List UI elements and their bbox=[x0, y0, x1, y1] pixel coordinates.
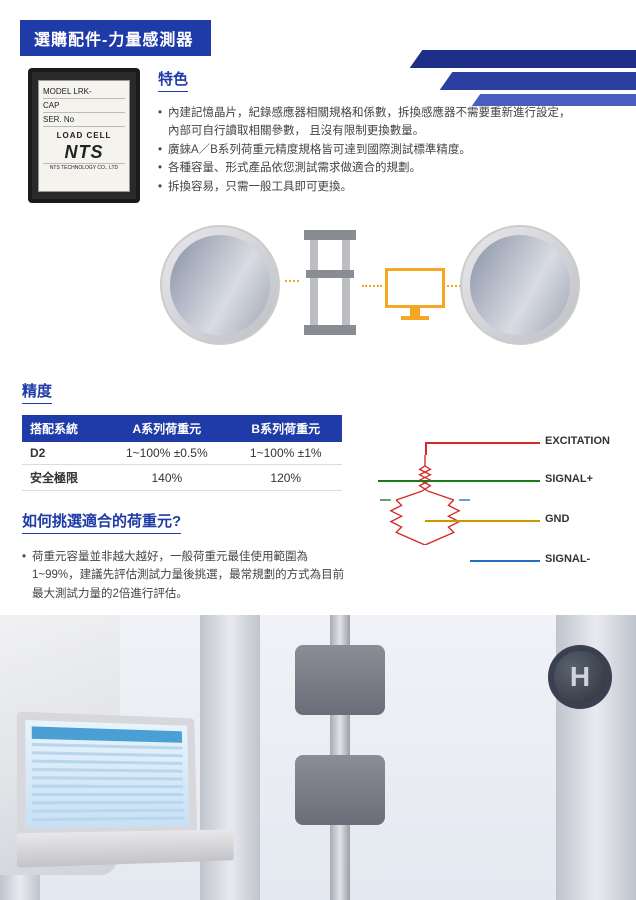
precision-section: 精度 bbox=[22, 380, 342, 412]
label-ser: SER. No bbox=[43, 113, 125, 127]
laptop-icon bbox=[17, 711, 243, 880]
label-loadcell: LOAD CELL bbox=[43, 131, 125, 140]
label-tech: NTS TECHNOLOGY CO., LTD bbox=[43, 163, 125, 171]
wire-label: GND bbox=[545, 513, 569, 525]
wire-line bbox=[425, 442, 540, 444]
feature-item: 內部可自行讀取相關參數， 且沒有限制更換數量。 bbox=[158, 122, 608, 140]
table-row: D2 1~100% ±0.5% 1~100% ±1% bbox=[22, 442, 342, 465]
sensor-label-card: MODEL LRK- CAP SER. No LOAD CELL NTS NTS… bbox=[38, 80, 130, 192]
wire-label: EXCITATION bbox=[545, 435, 610, 447]
howto-title: 如何挑選適合的荷重元? bbox=[22, 510, 181, 534]
wire-label: SIGNAL+ bbox=[545, 473, 593, 485]
label-brand: NTS bbox=[43, 142, 125, 163]
sensor-attach-photo-icon bbox=[160, 225, 280, 345]
controller-photo-icon bbox=[460, 225, 580, 345]
label-model: MODEL LRK- bbox=[43, 85, 125, 99]
table-row: 安全極限 140% 120% bbox=[22, 465, 342, 491]
wiring-diagram: EXCITATION SIGNAL+ GND SIGNAL- bbox=[370, 425, 620, 595]
wire-line bbox=[378, 480, 540, 482]
connection-diagram bbox=[100, 220, 580, 350]
feature-item: 內建記憶晶片，紀錄感應器相關規格和係數，拆換感應器不需要重新進行設定， bbox=[158, 104, 608, 122]
col-system: 搭配系統 bbox=[22, 415, 104, 442]
wire-line bbox=[425, 520, 540, 522]
page-title-bar: 選購配件-力量感測器 bbox=[20, 20, 211, 56]
howto-text: 荷重元容量並非越大越好，一般荷重元最佳使用範圍為1~99%，建議先評估測試力量後… bbox=[22, 548, 352, 603]
precision-table: 搭配系統 A系列荷重元 B系列荷重元 D2 1~100% ±0.5% 1~100… bbox=[22, 415, 342, 491]
table-header-row: 搭配系統 A系列荷重元 B系列荷重元 bbox=[22, 415, 342, 442]
features-title: 特色 bbox=[158, 68, 188, 92]
testing-machine-icon bbox=[300, 230, 360, 340]
howto-section: 如何挑選適合的荷重元? 荷重元容量並非越大越好，一般荷重元最佳使用範圍為1~99… bbox=[22, 510, 352, 603]
col-a-series: A系列荷重元 bbox=[104, 415, 229, 442]
features-list: 內建記憶晶片，紀錄感應器相關規格和係數，拆換感應器不需要重新進行設定， 內部可自… bbox=[158, 104, 608, 196]
wheatstone-bridge-icon bbox=[380, 455, 470, 545]
sensor-label-photo: MODEL LRK- CAP SER. No LOAD CELL NTS NTS… bbox=[28, 68, 140, 203]
wire-label: SIGNAL- bbox=[545, 553, 590, 565]
label-cap: CAP bbox=[43, 99, 125, 113]
precision-title: 精度 bbox=[22, 380, 52, 404]
features-section: 特色 內建記憶晶片，紀錄感應器相關規格和係數，拆換感應器不需要重新進行設定， 內… bbox=[158, 68, 608, 196]
brand-disc-icon: H bbox=[548, 645, 612, 709]
wire-line bbox=[470, 560, 540, 562]
feature-item: 各種容量、形式產品依您測試需求做適合的規劃。 bbox=[158, 159, 608, 177]
page-title: 選購配件-力量感測器 bbox=[34, 32, 193, 49]
col-b-series: B系列荷重元 bbox=[230, 415, 343, 442]
monitor-icon bbox=[385, 268, 445, 320]
testing-grip-icon bbox=[280, 615, 400, 900]
lab-photo: H bbox=[0, 615, 636, 900]
feature-item: 廣錸A／B系列荷重元精度規格皆可達到國際測試標準精度。 bbox=[158, 141, 608, 159]
feature-item: 拆換容易，只需一般工具即可更換。 bbox=[158, 178, 608, 196]
